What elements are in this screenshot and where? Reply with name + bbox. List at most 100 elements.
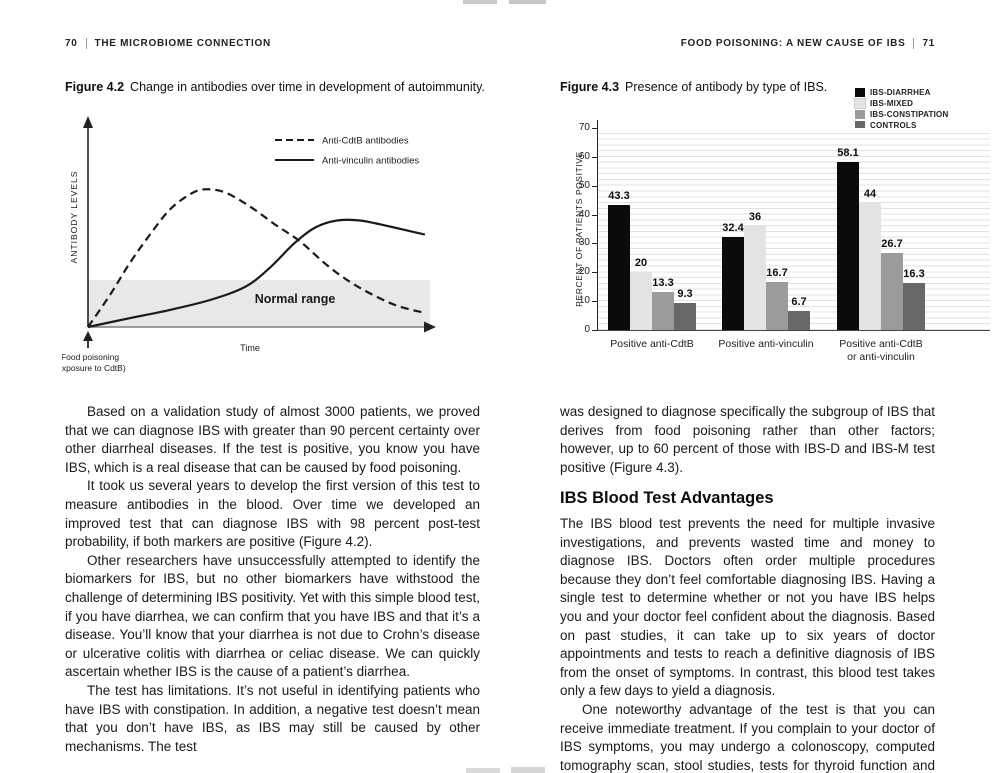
- right-chapter-title: FOOD POISONING: A NEW CAUSE OF IBS: [680, 38, 906, 49]
- bar-value-label: 13.3: [652, 276, 674, 289]
- legend-label: IBS-CONSTIPATION: [870, 110, 949, 119]
- y-tick-label: 0: [584, 324, 590, 335]
- page-edge-artifact: [511, 767, 545, 773]
- y-axis-arrow: [83, 116, 93, 128]
- y-tick-label: 50: [578, 179, 590, 191]
- normal-range-label: Normal range: [255, 292, 336, 306]
- anti-vinculin-curve: [87, 218, 426, 329]
- legend-label: IBS-DIARRHEA: [870, 88, 931, 97]
- figure-4-3-label: Figure 4.3: [560, 80, 620, 94]
- bar-value-label: 20: [634, 257, 648, 270]
- legend-label: IBS-MIXED: [870, 99, 914, 108]
- y-axis-label: ANTIBODY LEVELS: [69, 171, 79, 264]
- bar: [837, 162, 859, 330]
- right-page-number: 71: [922, 38, 935, 49]
- bar-value-label: 36: [748, 211, 762, 224]
- x-axis-arrow: [424, 321, 436, 333]
- bar: [608, 205, 630, 330]
- legend-item: IBS-CONSTIPATION: [855, 110, 948, 119]
- legend-swatch: [855, 110, 865, 119]
- bar-value-label: 44: [863, 188, 877, 201]
- left-running-head: 70 THE MICROBIOME CONNECTION: [65, 38, 271, 49]
- section-heading: IBS Blood Test Advantages: [560, 489, 774, 508]
- bar-value-label: 16.7: [766, 266, 788, 279]
- y-tick-mark: [592, 128, 597, 129]
- bar: [881, 252, 903, 330]
- y-tick-label: 40: [578, 208, 590, 220]
- figure-4-2-label: Figure 4.2: [65, 80, 125, 94]
- legend-swatch: [855, 88, 865, 97]
- left-page-number: 70: [65, 38, 78, 49]
- bar-value-label: 26.7: [881, 237, 903, 250]
- bar: [674, 303, 696, 330]
- y-tick-label: 60: [578, 150, 590, 162]
- header-divider: [85, 38, 87, 49]
- y-axis: [597, 120, 598, 330]
- y-tick-mark: [592, 301, 597, 303]
- paragraph: The test has limitations. It’s not usefu…: [65, 682, 480, 754]
- right-body-text: was designed to diagnose specifically th…: [560, 403, 935, 773]
- legend-item: IBS-MIXED: [854, 98, 948, 109]
- origin-arrow-head: [83, 331, 93, 341]
- category-label: Positive anti-CdtB: [610, 338, 694, 350]
- paragraph: Based on a validation study of almost 30…: [65, 404, 480, 475]
- bar: [766, 281, 788, 330]
- paragraph: was designed to diagnose specifically th…: [560, 404, 935, 475]
- category-label: Positive anti-vinculin: [718, 338, 814, 350]
- origin-annotation-line2: (exposure to CdtB): [62, 363, 126, 373]
- bar-value-label: 43.3: [608, 190, 630, 203]
- page-edge-artifact: [466, 768, 500, 773]
- bar: [652, 291, 674, 330]
- y-tick-label: 10: [578, 295, 590, 307]
- legend-item: CONTROLS: [855, 121, 948, 130]
- y-tick-mark: [592, 214, 597, 216]
- paragraph: The IBS blood test prevents the need for…: [560, 515, 935, 699]
- y-tick-mark: [592, 272, 597, 274]
- paragraph: One noteworthy advantage of the test is …: [560, 701, 935, 773]
- figure-4-2-caption-text: Change in antibodies over time in develo…: [130, 80, 485, 94]
- y-tick-label: 20: [578, 266, 590, 278]
- line-chart-svg: Anti-CdtB antibodies Anti-vinculin antib…: [62, 116, 436, 373]
- legend-swatch: [855, 121, 865, 130]
- legend-item: IBS-DIARRHEA: [855, 88, 948, 97]
- legend-swatch: [854, 98, 866, 109]
- y-tick-label: 70: [578, 122, 590, 133]
- bar-chart-legend: IBS-DIARRHEA IBS-MIXED IBS-CONSTIPATION CON…: [854, 88, 948, 132]
- bar: [722, 236, 744, 330]
- bar-value-label: 32.4: [722, 221, 744, 234]
- figure-4-3-bar-chart: IBS-DIARRHEA IBS-MIXED IBS-CONSTIPATION CON…: [560, 88, 995, 380]
- bar-value-label: 16.3: [903, 267, 925, 280]
- left-body-text: Based on a validation study of almost 30…: [65, 403, 480, 756]
- bar: [744, 226, 766, 330]
- bar: [903, 282, 925, 330]
- y-tick-label: 30: [578, 237, 590, 249]
- bar: [859, 203, 881, 330]
- left-book-title: THE MICROBIOME CONNECTION: [94, 38, 271, 49]
- legend-anti-cdtb-label: Anti-CdtB antibodies: [322, 136, 409, 147]
- paragraph: Other researchers have unsuccessfully at…: [65, 552, 480, 680]
- origin-annotation-line1: Food poisoning: [62, 352, 119, 362]
- figure-4-3-caption: Figure 4.3 Presence of antibody by type o…: [560, 80, 827, 94]
- legend-label: CONTROLS: [870, 121, 917, 130]
- page-edge-artifact: [463, 0, 497, 4]
- y-tick-mark: [592, 156, 597, 158]
- y-tick-mark: [592, 243, 597, 245]
- page-edge-artifact: [509, 0, 546, 4]
- paragraph: It took us several years to develop the …: [65, 478, 480, 550]
- category-label: Positive anti-CdtB or anti-vinculin: [839, 338, 923, 363]
- bar-value-label: 58.1: [837, 147, 859, 160]
- header-divider: [913, 38, 915, 49]
- y-tick-mark: [592, 185, 597, 187]
- bar: [788, 310, 810, 330]
- y-tick-mark: [592, 330, 597, 331]
- x-axis-baseline: [597, 330, 990, 331]
- right-running-head: FOOD POISONING: A NEW CAUSE OF IBS 71: [560, 38, 935, 49]
- figure-4-3-caption-text: Presence of antibody by type of IBS.: [625, 80, 828, 94]
- normal-range-band: [88, 280, 430, 327]
- figure-4-2-line-chart: Anti-CdtB antibodies Anti-vinculin antib…: [62, 112, 472, 380]
- bar-value-label: 6.7: [791, 295, 807, 308]
- figure-4-2-caption: Figure 4.2 Change in antibodies over time…: [65, 80, 485, 94]
- x-axis-label: Time: [240, 343, 260, 353]
- legend-anti-vinculin-label: Anti-vinculin antibodies: [322, 156, 419, 167]
